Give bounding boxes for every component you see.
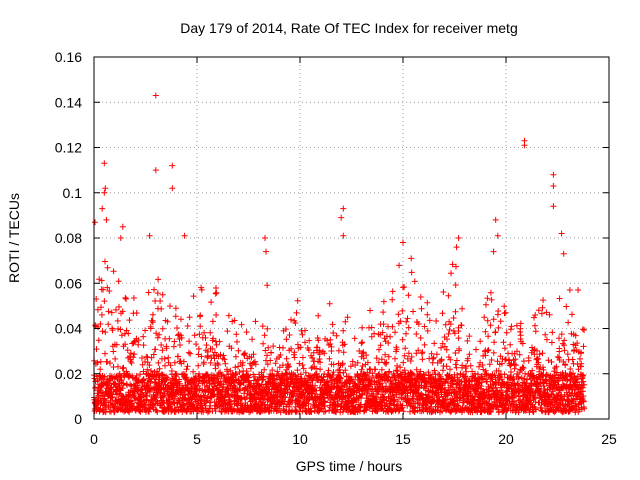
data-points xyxy=(91,92,588,416)
x-tick-label: 25 xyxy=(601,431,617,447)
y-tick-label: 0 xyxy=(74,411,82,427)
plot-frame xyxy=(93,56,610,420)
axis-ticks xyxy=(93,56,610,420)
y-tick-label: 0.1 xyxy=(63,185,83,201)
y-tick-label: 0.06 xyxy=(55,275,82,291)
x-tick-label: 0 xyxy=(90,431,98,447)
x-axis-label: GPS time / hours xyxy=(296,458,403,474)
y-tick-label: 0.04 xyxy=(55,321,82,337)
x-tick-label: 15 xyxy=(395,431,411,447)
x-tick-label: 20 xyxy=(498,431,514,447)
y-tick-label: 0.08 xyxy=(55,230,82,246)
y-tick-label: 0.12 xyxy=(55,140,82,156)
y-axis-label: ROTI / TECUs xyxy=(6,193,22,283)
x-tick-label: 5 xyxy=(193,431,201,447)
x-tick-label: 10 xyxy=(292,431,308,447)
y-tick-label: 0.16 xyxy=(55,49,82,65)
grid-lines xyxy=(94,57,609,419)
chart-title: Day 179 of 2014, Rate Of TEC Index for r… xyxy=(180,20,517,36)
y-tick-label: 0.02 xyxy=(55,366,82,382)
y-tick-label: 0.14 xyxy=(55,94,82,110)
roti-plus-markers xyxy=(91,92,588,416)
y-tick-labels: 0 0.02 0.04 0.06 0.08 0.1 0.12 0.14 0.16 xyxy=(55,49,82,427)
x-tick-labels: 0 5 10 15 20 25 xyxy=(90,431,617,447)
